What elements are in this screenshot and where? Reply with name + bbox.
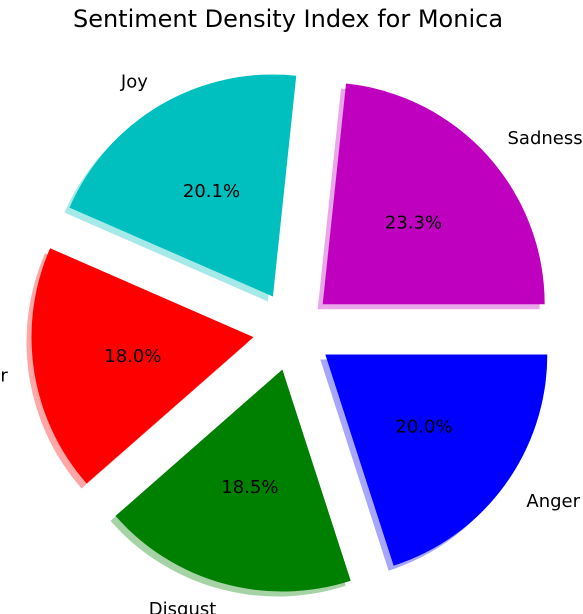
slice-fear: [31, 248, 254, 484]
category-label-joy: Joy: [120, 72, 148, 93]
slice-labels: 23.3% Sadness 20.1% Joy 18.0% Fear 18.5% Disgus…: [0, 72, 583, 614]
slice-joy: [69, 74, 297, 297]
slice-disgust: [115, 369, 351, 592]
slice-sadness: [322, 83, 545, 305]
percent-label-joy: 20.1%: [183, 181, 240, 202]
percent-label-sadness: 23.3%: [385, 213, 442, 234]
percent-label-anger: 20.0%: [395, 416, 452, 437]
slice-anger: [325, 354, 548, 566]
chart-title: Sentiment Density Index for Monica: [73, 5, 503, 33]
category-label-sadness: Sadness: [508, 128, 583, 149]
category-label-anger: Anger: [526, 491, 580, 512]
percent-label-fear: 18.0%: [104, 346, 161, 367]
category-label-fear: Fear: [0, 365, 8, 386]
percent-label-disgust: 18.5%: [221, 477, 278, 498]
slices: [31, 74, 548, 592]
category-label-disgust: Disgust: [149, 599, 217, 614]
